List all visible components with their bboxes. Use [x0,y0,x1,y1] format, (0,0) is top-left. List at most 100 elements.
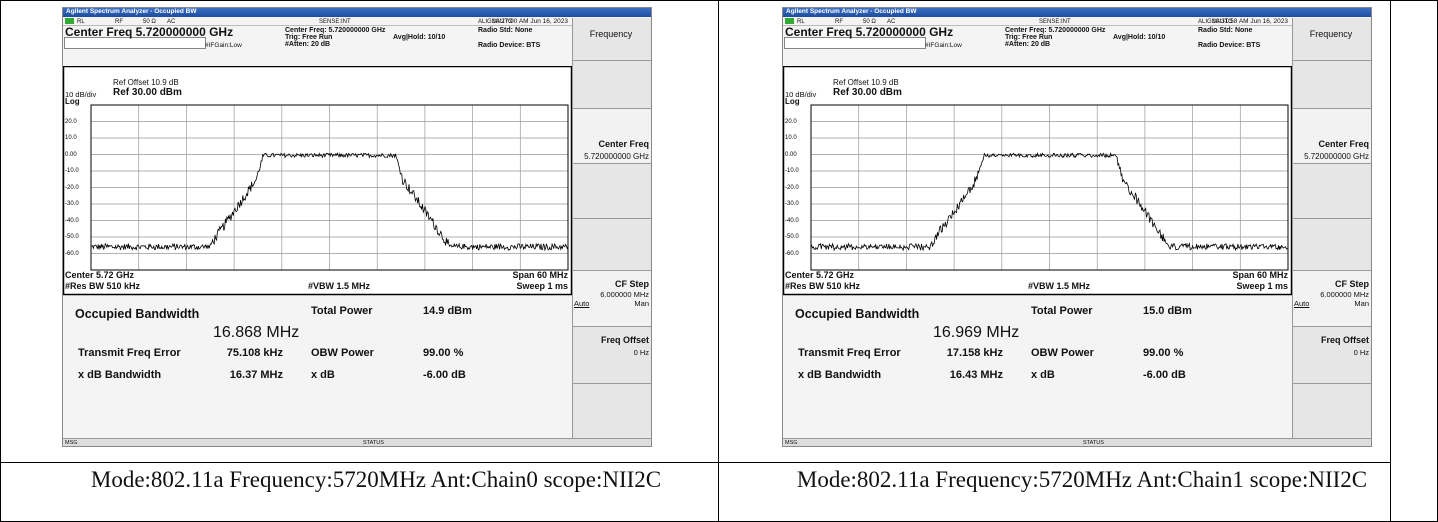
xdb-bw-label: x dB Bandwidth [798,369,882,381]
spectrum-graph [63,66,572,296]
auto: Auto [574,299,590,308]
align: ALIGNAUTO [1198,19,1233,25]
freq-offset: Freq Offset [600,335,649,345]
softkey-divider [573,326,651,327]
radio-std: Radio Std: None [1198,27,1253,34]
obw-power-label: OBW Power [1031,347,1094,359]
app-title: Agilent Spectrum Analyzer - Occupied BW [786,8,917,15]
radio-device: Radio Device: BTS [1198,42,1261,49]
align: ALIGNAUTO [478,19,513,25]
y-tick-label: -60.0 [785,250,799,257]
total-power-value: 14.9 dBm [423,305,472,317]
freq-offset: Freq Offset [1320,335,1369,345]
impedance: 50 Ω [143,19,156,25]
setting-center: Center Freq: 5.720000000 GHz [1005,27,1106,34]
xdb-value: -6.00 dB [423,369,466,381]
log: Log [785,97,800,106]
softkey-divider [1293,270,1371,271]
freq-error-value: 75.108 kHz [226,347,283,359]
rl: RL [797,19,805,25]
obw-power-label: OBW Power [311,347,374,359]
xdb-label: x dB [1031,369,1055,381]
softkey-divider [1293,383,1371,384]
center-freq: Center Freq 5.720000000 GHz [65,25,234,39]
y-tick-label: 0.00 [65,151,77,158]
graph-frame [783,66,1292,296]
spectrum-graph [783,66,1292,296]
freq-offset-value: 0 Hz [1353,348,1369,357]
obw-label: Occupied Bandwidth [75,307,200,321]
rl: RL [77,19,85,25]
trig: Trig: Free Run [285,34,333,41]
obw-label: Occupied Bandwidth [795,307,920,321]
sweep: Sweep 1 ms [516,281,568,291]
y-tick-label: 0.00 [785,151,797,158]
status-row-line [63,25,572,26]
sense: SENSE:INT [319,19,351,25]
impedance: 50 Ω [863,19,876,25]
center-freq-value: 5.720000000 GHz [1304,152,1369,161]
status-row-line [783,25,1292,26]
obw-power-value: 99.00 % [1143,347,1184,359]
atten: #Atten: 20 dB [1005,41,1051,48]
freq-error-label: Transmit Freq Error [798,347,901,359]
timestamp: 10:27:00 AM Jun 16, 2023 [492,18,568,25]
cf-step-value: 6.000000 MHz [600,290,649,299]
col-divider [1390,0,1391,522]
rf: RF [835,19,843,25]
xdb-bw-value: 16.43 MHz [949,369,1003,381]
center-freq: Center Freq [598,139,649,149]
freq-error-value: 17.158 kHz [946,347,1003,359]
y-tick-label: -50.0 [65,234,79,240]
msg: MSG [65,440,78,446]
trig: Trig: Free Run [1005,34,1053,41]
scale: 10 dB/div [785,90,817,99]
softkey-divider [1293,218,1371,219]
radio-device: Radio Device: BTS [478,42,541,49]
obw-power-value: 99.00 % [423,347,464,359]
y-tick-label: -10.0 [65,168,79,174]
footer-bar [783,438,1371,446]
if-gain: #IFGain:Low [925,42,962,49]
graph-frame [63,66,572,296]
title-bar [783,8,1371,17]
if-gain: #IFGain:Low [205,42,242,49]
softkey-divider [573,108,651,109]
center-freq: Center Freq [1318,139,1369,149]
xdb-bw-value: 16.37 MHz [229,369,283,381]
softkey-highlight [573,271,651,326]
ref-offset: Ref Offset 10.9 dB [833,78,899,87]
y-tick-label: 20.0 [65,118,77,125]
y-tick-label: -30.0 [65,201,79,207]
y-tick-label: -10.0 [785,168,799,174]
softkey-divider [1293,108,1371,109]
span: Span 60 MHz [1232,270,1288,280]
soft-panel [572,18,651,440]
span: Span 60 MHz [512,270,568,280]
y-tick-label: 10.0 [65,135,77,141]
sense: SENSE:INT [1039,19,1071,25]
man: Man [1354,299,1369,308]
lxi-icon [785,18,794,24]
menu: Frequency [1309,29,1353,39]
col-divider [718,0,719,522]
y-tick-label: -40.0 [65,217,79,224]
center: Center 5.72 GHz [785,270,855,280]
obw-value: 16.868 MHz [213,324,300,341]
softkey-divider [1293,60,1371,61]
softkey-divider [573,163,651,164]
softkey-divider [573,270,651,271]
title-bar [63,8,651,17]
total-power-label: Total Power [1031,305,1093,317]
plot-border [810,104,1289,271]
msg: MSG [785,440,798,446]
softkey-highlight [573,109,651,163]
analyzer-screen: Agilent Spectrum Analyzer - Occupied BW 2… [782,7,1372,447]
y-tick-label: -40.0 [785,217,799,224]
softkey-divider [1293,163,1371,164]
entry-box [784,37,926,49]
scale: 10 dB/div [65,90,97,99]
total-power-label: Total Power [311,305,373,317]
softkey-highlight [1293,271,1371,326]
